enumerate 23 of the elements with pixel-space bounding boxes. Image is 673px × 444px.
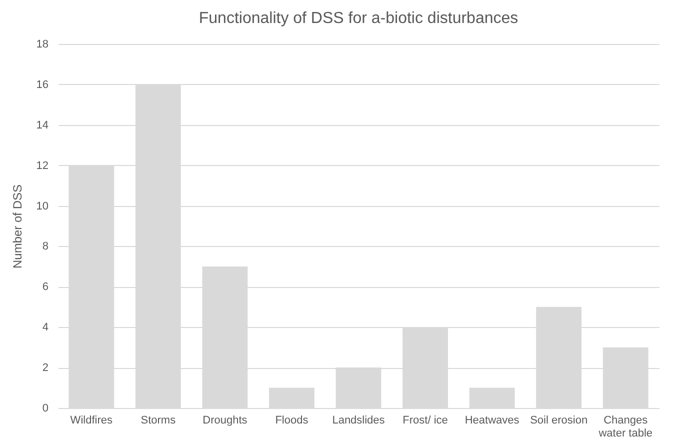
x-tick-label: Droughts [202, 414, 248, 426]
y-tick-label: 6 [42, 281, 48, 294]
x-tick-label: Heatwaves [464, 414, 520, 426]
y-tick-label: 2 [42, 362, 48, 374]
x-tick-label: Soil erosion [530, 414, 588, 426]
bar [269, 388, 314, 408]
y-tick-label: 14 [36, 119, 48, 132]
x-tick-label: Frost/ ice [402, 414, 448, 426]
y-axis-title: Number of DSS [10, 184, 24, 269]
bar [469, 388, 515, 408]
x-tick-label: Changes water table [598, 414, 653, 440]
y-tick-label: 10 [36, 200, 48, 212]
y-tick-label: 8 [42, 240, 48, 253]
x-tick-label: Floods [275, 414, 309, 426]
y-tick-label: 0 [42, 402, 48, 414]
y-tick-label: 16 [36, 78, 48, 91]
x-tick-label: Storms [140, 414, 176, 426]
chart-title: Functionality of DSS for a-biotic disturbances [198, 10, 518, 27]
y-tick-label: 12 [36, 160, 48, 172]
x-tick-label: Wildfires [70, 414, 113, 426]
y-tick-label: 4 [42, 322, 48, 334]
y-tick-label: 18 [36, 38, 48, 50]
x-tick-label: Landslides [332, 414, 386, 426]
